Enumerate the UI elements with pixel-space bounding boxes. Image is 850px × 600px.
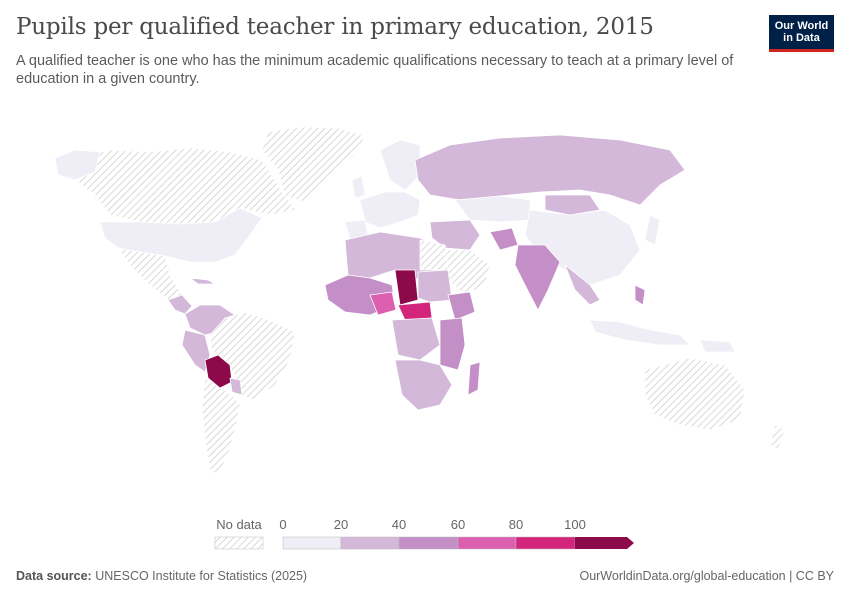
source-url[interactable]: OurWorldinData.org/global-education | CC… (579, 569, 834, 583)
region-sudan[interactable] (417, 269, 453, 303)
region-chad[interactable] (394, 269, 419, 306)
region-indonesia[interactable] (589, 319, 691, 346)
region-east-africa[interactable] (439, 317, 466, 371)
data-source-text[interactable]: UNESCO Institute for Statistics (2025) (95, 569, 308, 583)
legend-bin-5 (575, 537, 634, 549)
region-greenland[interactable] (261, 126, 366, 203)
legend-tick-2: 40 (392, 517, 406, 532)
legend-bin-4 (515, 536, 576, 550)
region-southeast-asia[interactable] (564, 264, 601, 306)
region-car[interactable] (397, 301, 433, 321)
region-scandinavia[interactable] (379, 139, 421, 191)
region-japan[interactable] (644, 214, 661, 246)
region-cuba[interactable] (189, 277, 216, 285)
region-congo[interactable] (391, 317, 441, 361)
region-peru[interactable] (181, 329, 211, 373)
legend-tick-5: 100 (564, 517, 586, 532)
region-india[interactable] (514, 244, 561, 311)
legend-bins (282, 536, 634, 550)
legend-tick-0: 0 (279, 517, 286, 532)
region-western-europe[interactable] (359, 191, 421, 229)
region-kazakhstan[interactable] (454, 195, 531, 223)
chart-subtitle: A qualified teacher is one who has the m… (16, 53, 734, 87)
legend-bin-1 (340, 536, 400, 550)
region-new-zealand[interactable] (769, 424, 786, 451)
logo-line1: Our World (774, 20, 829, 32)
legend-tick-4: 80 (509, 517, 523, 532)
legend-bin-3 (457, 536, 517, 550)
data-source-label: Data source: (16, 569, 92, 583)
chart-title: Pupils per qualified teacher in primary … (16, 14, 654, 40)
region-southern-africa[interactable] (394, 359, 453, 411)
region-argentina-chile[interactable] (201, 377, 241, 476)
region-alaska[interactable] (54, 149, 101, 181)
legend-no-data-label: No data (216, 517, 262, 532)
legend-bin-2 (398, 536, 459, 550)
region-philippines[interactable] (634, 284, 646, 306)
world-map[interactable] (0, 95, 850, 515)
region-nigeria[interactable] (369, 291, 397, 316)
region-afghanistan[interactable] (489, 227, 519, 251)
region-central-america[interactable] (167, 294, 193, 315)
region-ethiopia[interactable] (447, 291, 476, 321)
region-uk[interactable] (351, 175, 366, 199)
data-source: Data source: UNESCO Institute for Statis… (16, 569, 307, 583)
legend-tick-1: 20 (334, 517, 348, 532)
owid-logo[interactable]: Our World in Data (769, 15, 834, 52)
region-russia[interactable] (414, 134, 686, 206)
legend-tick-3: 60 (451, 517, 465, 532)
legend-no-data-swatch (214, 536, 264, 550)
region-australia[interactable] (644, 357, 746, 431)
region-paraguay[interactable] (229, 377, 243, 396)
region-canada[interactable] (69, 147, 297, 225)
region-brazil[interactable] (209, 311, 296, 401)
region-papua[interactable] (699, 339, 736, 353)
logo-line2: in Data (783, 32, 820, 44)
region-egypt[interactable] (419, 239, 449, 271)
legend-bin-0 (282, 536, 342, 550)
region-madagascar[interactable] (467, 361, 481, 396)
